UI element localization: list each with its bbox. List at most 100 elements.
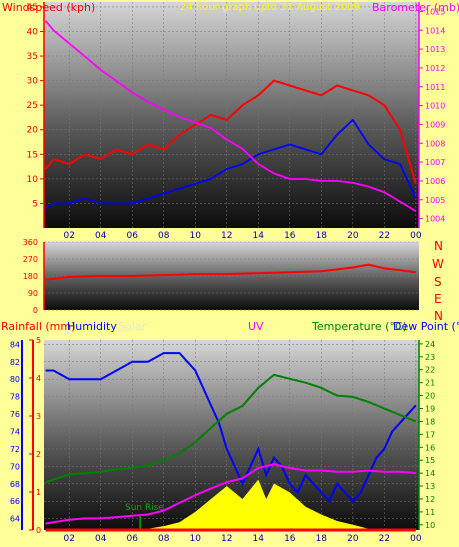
series-line-humidity — [45, 352, 417, 503]
axis-layer: 5101520253035404510041005100610071008100… — [10, 2, 445, 544]
compass-label-n-bottom: N — [434, 309, 443, 323]
temperature-tick-label: 16 — [425, 443, 435, 452]
direction-tick-label: 90 — [28, 289, 38, 298]
windspeed-tick-label: 10 — [27, 175, 39, 185]
temperature-tick-label: 14 — [425, 469, 435, 478]
x-tick-label: 00 — [410, 231, 422, 241]
windspeed-tick-label: 20 — [27, 126, 39, 136]
humidity-tick-label: 66 — [10, 497, 20, 506]
x-tick-label: 02 — [63, 231, 74, 241]
temperature-tick-label: 12 — [425, 495, 435, 504]
x-tick-label: 04 — [95, 231, 107, 241]
compass-label-e: E — [434, 292, 442, 306]
windspeed-tick-label: 40 — [27, 27, 39, 37]
barometer-tick-label: 1007 — [425, 158, 445, 167]
x-tick-label: 06 — [127, 534, 139, 543]
x-tick-label: 16 — [284, 231, 296, 241]
rainfall-tick-label: 5 — [36, 336, 41, 345]
rainfall-axis-label: Rainfall (mm) — [1, 320, 75, 333]
x-tick-label: 06 — [127, 231, 139, 241]
temperature-tick-label: 10 — [425, 521, 435, 530]
barometer-tick-label: 1011 — [425, 83, 445, 92]
temperature-tick-label: 18 — [425, 417, 435, 426]
barometer-tick-label: 1009 — [425, 120, 445, 129]
humidity-tick-label: 78 — [10, 393, 20, 402]
barometer-tick-label: 1012 — [425, 64, 445, 73]
compass-label-s: S — [434, 275, 442, 289]
temperature-tick-label: 11 — [425, 508, 435, 517]
barometer-tick-label: 1013 — [425, 45, 445, 54]
x-tick-label: 10 — [190, 231, 202, 241]
direction-tick-label: 270 — [23, 255, 38, 264]
series-line-temperature — [45, 373, 417, 484]
barometer-tick-label: 1008 — [425, 139, 445, 148]
x-tick-label: 08 — [158, 231, 170, 241]
temperature-tick-label: 24 — [425, 340, 435, 349]
rainfall-tick-label: 1 — [36, 488, 41, 497]
temperature-tick-label: 21 — [425, 379, 435, 388]
windspeed-axis-label: Windspeed (kph) — [2, 1, 95, 14]
barometer-tick-label: 1015 — [425, 7, 445, 16]
humidity-tick-label: 80 — [10, 375, 20, 384]
temperature-axis-label: Temperature (°C) — [311, 320, 407, 333]
windspeed-tick-label: 15 — [27, 150, 38, 160]
temperature-tick-label: 15 — [425, 456, 435, 465]
barometer-tick-label: 1005 — [425, 196, 445, 205]
barometer-tick-label: 1010 — [425, 102, 445, 111]
sunrise-annotation: Sun Rise — [125, 503, 164, 513]
direction-tick-label: 360 — [23, 238, 38, 247]
chart-title: 24 hour graph upto 31 August 2009 — [180, 2, 360, 13]
x-tick-label: 02 — [63, 534, 74, 543]
temperature-tick-label: 20 — [425, 392, 435, 401]
rainfall-tick-label: 0 — [36, 526, 41, 535]
series-area-solar — [140, 479, 369, 530]
humidity-tick-label: 64 — [10, 515, 20, 524]
humidity-tick-label: 82 — [10, 358, 20, 367]
x-tick-label: 18 — [316, 231, 328, 241]
temperature-tick-label: 17 — [425, 430, 435, 439]
direction-tick-label: 0 — [33, 306, 38, 315]
temperature-tick-label: 19 — [425, 405, 435, 414]
humidity-tick-label: 70 — [10, 462, 20, 471]
x-tick-label: 12 — [221, 534, 232, 543]
windspeed-tick-label: 5 — [32, 199, 38, 209]
x-tick-label: 08 — [158, 534, 170, 543]
x-tick-label: 22 — [379, 534, 390, 543]
compass-label-w: W — [432, 257, 444, 271]
humidity-tick-label: 68 — [10, 480, 20, 489]
humidity-tick-label: 84 — [10, 340, 20, 349]
x-tick-label: 16 — [284, 534, 296, 543]
x-tick-label: 18 — [316, 534, 328, 543]
windspeed-tick-label: 35 — [27, 52, 38, 62]
series-line-barometer — [44, 20, 417, 212]
temperature-tick-label: 23 — [425, 353, 435, 362]
series-line-gust — [44, 79, 417, 185]
series-line-average — [45, 119, 417, 210]
x-tick-label: 12 — [221, 231, 232, 241]
series-line-uv — [45, 463, 416, 525]
series-line-wind-direction — [45, 263, 416, 281]
x-tick-label: 00 — [410, 534, 422, 543]
windspeed-tick-label: 45 — [27, 3, 38, 13]
grid-layer — [44, 2, 419, 530]
x-tick-label: 14 — [253, 534, 265, 543]
x-tick-label: 14 — [253, 231, 265, 241]
humidity-tick-label: 74 — [10, 428, 20, 437]
x-tick-label: 04 — [95, 534, 107, 543]
windspeed-tick-label: 30 — [27, 77, 39, 87]
x-tick-label: 20 — [347, 231, 359, 241]
direction-tick-label: 180 — [23, 272, 38, 281]
rainfall-tick-label: 4 — [36, 374, 41, 383]
temperature-tick-label: 22 — [425, 366, 435, 375]
windspeed-tick-label: 25 — [27, 101, 38, 111]
compass-label-n-top: N — [434, 239, 443, 253]
humidity-tick-label: 72 — [10, 445, 20, 454]
temperature-tick-label: 13 — [425, 482, 435, 491]
dewpoint-axis-label: Dew Point (°C) — [393, 320, 459, 333]
series-layer — [44, 20, 417, 532]
x-tick-label: 22 — [379, 231, 390, 241]
humidity-axis-label: Humidity — [67, 320, 117, 333]
barometer-tick-label: 1006 — [425, 177, 445, 186]
